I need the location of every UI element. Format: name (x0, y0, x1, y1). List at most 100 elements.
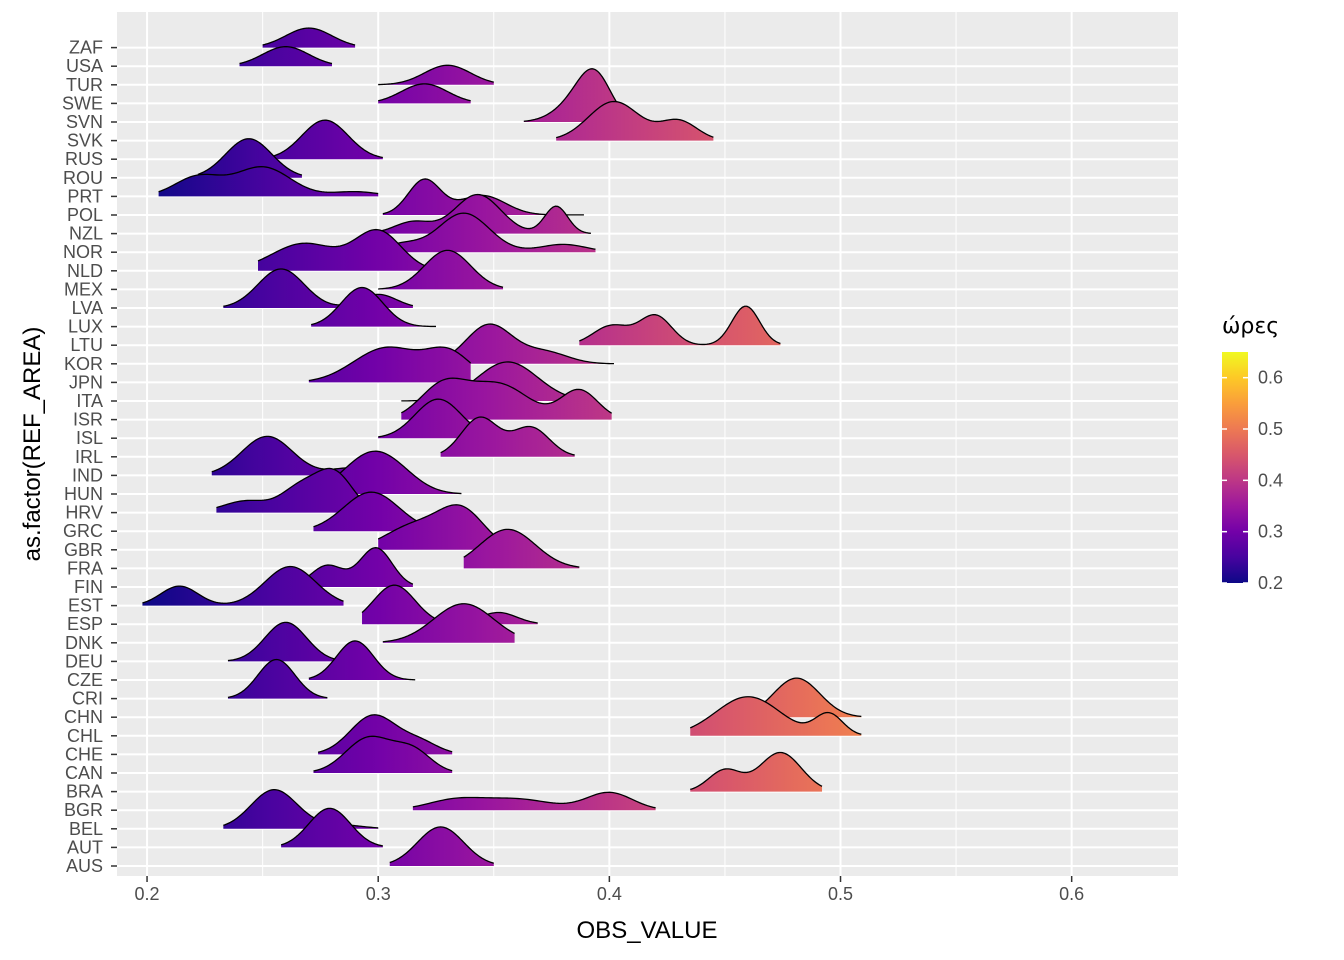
y-tick-label: CAN (65, 763, 103, 783)
y-tick-label: BRA (66, 782, 103, 802)
y-axis-title: as.factor(REF_AREA) (19, 327, 46, 562)
legend-tick-label: 0.3 (1258, 522, 1283, 542)
ridge-outline (463, 528, 580, 568)
y-tick-label: TUR (66, 75, 103, 95)
ridge-chl (689, 696, 862, 736)
ridge-aus (389, 826, 494, 866)
ridge-fill (463, 529, 580, 569)
ridge-fill (227, 659, 328, 699)
y-tick-label: FRA (67, 558, 103, 578)
ridge-zaf (262, 27, 356, 48)
x-tick-label: 0.6 (1059, 884, 1084, 904)
y-tick-label: DEU (65, 651, 103, 671)
ridges (142, 27, 862, 866)
y-tick-label: JPN (69, 372, 103, 392)
ridge-fill (442, 324, 614, 364)
ridge-outline (317, 714, 453, 753)
y-tick-label: CZE (67, 670, 103, 690)
ridge-outline (308, 346, 472, 382)
ridge-fill (308, 347, 471, 383)
ridge-can (313, 735, 453, 773)
y-tick-label: DNK (65, 633, 103, 653)
ridge-fill (269, 120, 383, 160)
ridge-outline (308, 640, 416, 681)
ridge-irl (440, 416, 575, 457)
y-tick-label: SVN (66, 112, 103, 132)
y-tick-label: GRC (63, 521, 103, 541)
ridge-outline (440, 416, 575, 456)
ridge-lux (311, 286, 436, 328)
legend-title: ώρες (1222, 314, 1279, 339)
ridge-fill (281, 808, 383, 848)
ridge-fill (308, 640, 416, 680)
ridge-mex (378, 249, 504, 290)
ridge-che (317, 714, 453, 755)
x-axis-ticks: 0.2 0.3 0.4 0.5 0.6 (135, 876, 1084, 904)
ridge-outline (378, 64, 494, 86)
ridge-fill (258, 229, 448, 271)
ridge-outline (412, 791, 656, 809)
ridge-fill (158, 166, 379, 197)
ridge-fill (378, 194, 591, 234)
ridge-fill (378, 504, 522, 550)
ridge-rus (269, 119, 383, 160)
y-tick-label: POL (67, 205, 103, 225)
ridge-svk (556, 100, 714, 141)
ridge-fill (227, 622, 339, 662)
ridge-outline (313, 735, 453, 772)
ridge-outline (382, 212, 596, 250)
y-tick-label: BGR (64, 800, 103, 820)
ridge-outline (389, 826, 494, 864)
ridge-outline (239, 46, 333, 65)
ridge-outline (257, 228, 448, 272)
ridge-usa (239, 46, 333, 67)
ridge-fill (311, 287, 436, 327)
ridge-fill (239, 46, 332, 67)
y-tick-label: LTU (70, 335, 103, 355)
ridge-outline (523, 68, 633, 122)
y-axis-ticks: AUSAUTBELBGRBRACANCHECHLCHNCRICZEDEUDNKE… (62, 38, 117, 876)
y-tick-label: IRL (75, 447, 103, 467)
y-tick-label: HUN (64, 484, 103, 504)
ridge-est (142, 565, 344, 606)
legend-tick-label: 0.6 (1258, 368, 1283, 388)
ridge-fill (579, 306, 781, 346)
y-tick-label: FIN (74, 577, 103, 597)
y-tick-label: CHE (65, 744, 103, 764)
ridge-deu (227, 621, 340, 662)
ridge-isl (378, 398, 488, 439)
ridge-fill (313, 736, 453, 773)
y-tick-label: BEL (69, 819, 103, 839)
color-legend: ώρες 0.2 0.3 0.4 0.5 0.6 (1222, 314, 1283, 593)
y-tick-label: ROU (63, 168, 103, 188)
ridge-outline (142, 565, 344, 604)
grid-major (117, 12, 1178, 876)
ridge-outline (400, 377, 613, 414)
x-axis-title: OBS_VALUE (577, 917, 718, 944)
y-tick-label: LUX (68, 317, 103, 337)
ridge-outline (227, 658, 328, 699)
ridge-fill (412, 792, 656, 811)
ridge-fill (197, 138, 302, 178)
ridge-outline (262, 27, 356, 46)
y-tick-label: ISL (76, 428, 103, 448)
ridge-nld (257, 228, 448, 272)
ridge-outline (227, 621, 340, 662)
y-tick-label: MEX (64, 279, 103, 299)
x-tick-label: 0.5 (828, 884, 853, 904)
ridge-swe (378, 83, 471, 104)
ridge-kor (442, 323, 614, 365)
y-tick-label: ZAF (69, 38, 103, 58)
legend-tick-label: 0.5 (1258, 419, 1283, 439)
ridge-fill (382, 603, 515, 643)
x-tick-label: 0.3 (366, 884, 391, 904)
ridge-fill (216, 468, 381, 513)
y-tick-label: ESP (67, 614, 103, 634)
ridge-nzl (378, 193, 591, 234)
ridge-fill (382, 213, 596, 253)
ridge-cze (308, 640, 416, 681)
y-tick-label: IND (72, 465, 103, 485)
ridge-outline (690, 751, 823, 791)
ridge-outline (378, 398, 488, 438)
ridge-bgr (412, 791, 656, 811)
